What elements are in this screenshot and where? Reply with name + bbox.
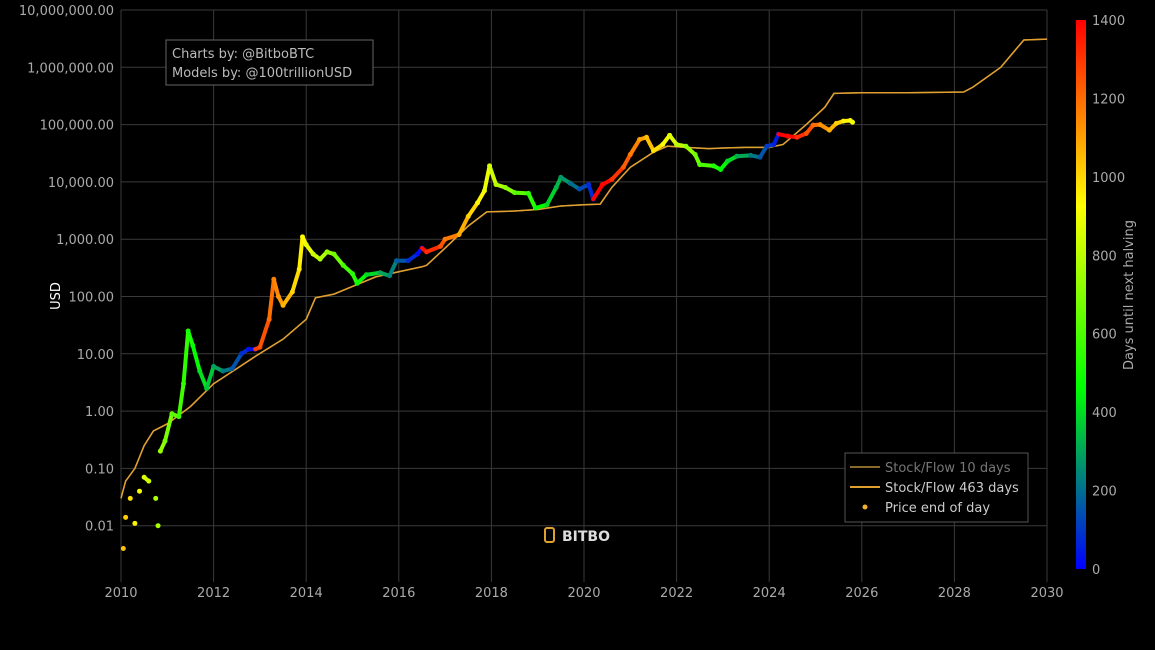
price-segment xyxy=(162,411,174,444)
annotation-models-by: Models by: @100trillionUSD xyxy=(172,66,352,81)
price-segment xyxy=(487,163,499,187)
colorbar: 0 200 400 600 800 1000 1200 1400 Days until nex… xyxy=(1076,14,1137,578)
price-segment xyxy=(644,135,656,153)
y-tick-label: 100,000.00 xyxy=(40,119,114,134)
price-segment xyxy=(290,267,302,294)
price-segment xyxy=(267,277,276,322)
colorbar-tick-label: 800 xyxy=(1092,249,1117,264)
colorbar-tick-label: 400 xyxy=(1092,406,1117,421)
x-tick-label: 2030 xyxy=(1030,586,1063,601)
y-tick-label: 1.00 xyxy=(85,405,114,420)
y-axis-ticks: 10,000,000.00 1,000,000.00 100,000.00 10,00… xyxy=(19,4,114,535)
price-segment xyxy=(297,234,305,272)
annotation-box: Charts by: @BitboBTC Models by: @100tril… xyxy=(165,39,374,86)
bitbo-logo-icon xyxy=(544,527,555,543)
legend-sf463[interactable]: Stock/Flow 463 days xyxy=(885,481,1019,496)
price-segment xyxy=(591,182,605,202)
price-points xyxy=(120,117,856,552)
price-segment xyxy=(190,343,202,374)
price-segment xyxy=(281,289,295,308)
legend[interactable]: Stock/Flow 10 days Stock/Flow 463 days P… xyxy=(844,452,1029,523)
legend-price[interactable]: Price end of day xyxy=(885,501,990,516)
colorbar-tick-label: 600 xyxy=(1092,328,1117,343)
x-tick-label: 2018 xyxy=(475,586,508,601)
model-lines xyxy=(120,38,1048,499)
price-segment xyxy=(176,381,186,419)
legend-sf10[interactable]: Stock/Flow 10 days xyxy=(885,461,1011,476)
price-segment xyxy=(609,165,626,182)
watermark: BITBO xyxy=(544,527,610,545)
price-point xyxy=(146,478,152,484)
x-tick-label: 2026 xyxy=(845,586,878,601)
legend-price-swatch xyxy=(862,504,868,510)
colorbar-tick-label: 1000 xyxy=(1092,171,1125,186)
y-tick-label: 10.00 xyxy=(77,348,114,363)
price-point xyxy=(850,119,856,125)
y-tick-label: 1,000.00 xyxy=(56,233,114,248)
annotation-charts-by: Charts by: @BitboBTC xyxy=(172,47,314,62)
colorbar-tick-label: 1400 xyxy=(1092,14,1125,29)
y-tick-label: 0.10 xyxy=(85,462,114,477)
colorbar-gradient xyxy=(1076,20,1086,569)
price-point xyxy=(155,523,161,529)
price-segment xyxy=(526,191,538,211)
price-segment xyxy=(204,364,216,391)
colorbar-tick-label: 0 xyxy=(1092,563,1100,578)
price-segment xyxy=(482,163,492,193)
price-point xyxy=(153,495,159,501)
x-tick-label: 2028 xyxy=(938,586,971,601)
price-segment xyxy=(628,137,642,157)
x-tick-label: 2010 xyxy=(104,586,137,601)
price-segment xyxy=(271,277,281,299)
colorbar-tick-label: 1200 xyxy=(1092,92,1125,107)
price-point xyxy=(127,495,133,501)
x-tick-label: 2016 xyxy=(382,586,415,601)
price-point xyxy=(123,514,129,520)
x-tick-label: 2024 xyxy=(753,586,786,601)
price-point xyxy=(132,520,138,526)
price-point xyxy=(120,546,126,552)
price-point xyxy=(137,488,143,494)
watermark-text: BITBO xyxy=(562,529,610,545)
y-tick-label: 10,000,000.00 xyxy=(19,4,114,19)
colorbar-tick-label: 200 xyxy=(1092,485,1117,500)
price-segment xyxy=(456,214,471,237)
grid xyxy=(120,9,1048,582)
price-segment xyxy=(387,258,399,278)
y-tick-label: 100.00 xyxy=(69,291,115,306)
price-segment xyxy=(186,328,195,348)
price-segment xyxy=(257,317,272,350)
x-tick-label: 2012 xyxy=(197,586,230,601)
x-axis-ticks: 2010 2012 2014 2016 2018 2020 2022 2024 2026 2028… xyxy=(104,586,1063,601)
price-segment xyxy=(181,328,191,386)
price-segment xyxy=(466,200,480,219)
x-tick-label: 2020 xyxy=(567,586,600,601)
y-axis-label: USD xyxy=(49,282,64,310)
x-tick-label: 2022 xyxy=(660,586,693,601)
y-tick-label: 0.01 xyxy=(85,520,114,535)
y-tick-label: 1,000,000.00 xyxy=(27,61,114,76)
x-tick-label: 2014 xyxy=(290,586,323,601)
y-tick-label: 10,000.00 xyxy=(48,176,114,191)
price-segment xyxy=(544,185,559,207)
colorbar-label: Days until next halving xyxy=(1122,220,1137,370)
price-segment xyxy=(230,351,244,371)
model-line-sf463 xyxy=(120,38,1048,499)
